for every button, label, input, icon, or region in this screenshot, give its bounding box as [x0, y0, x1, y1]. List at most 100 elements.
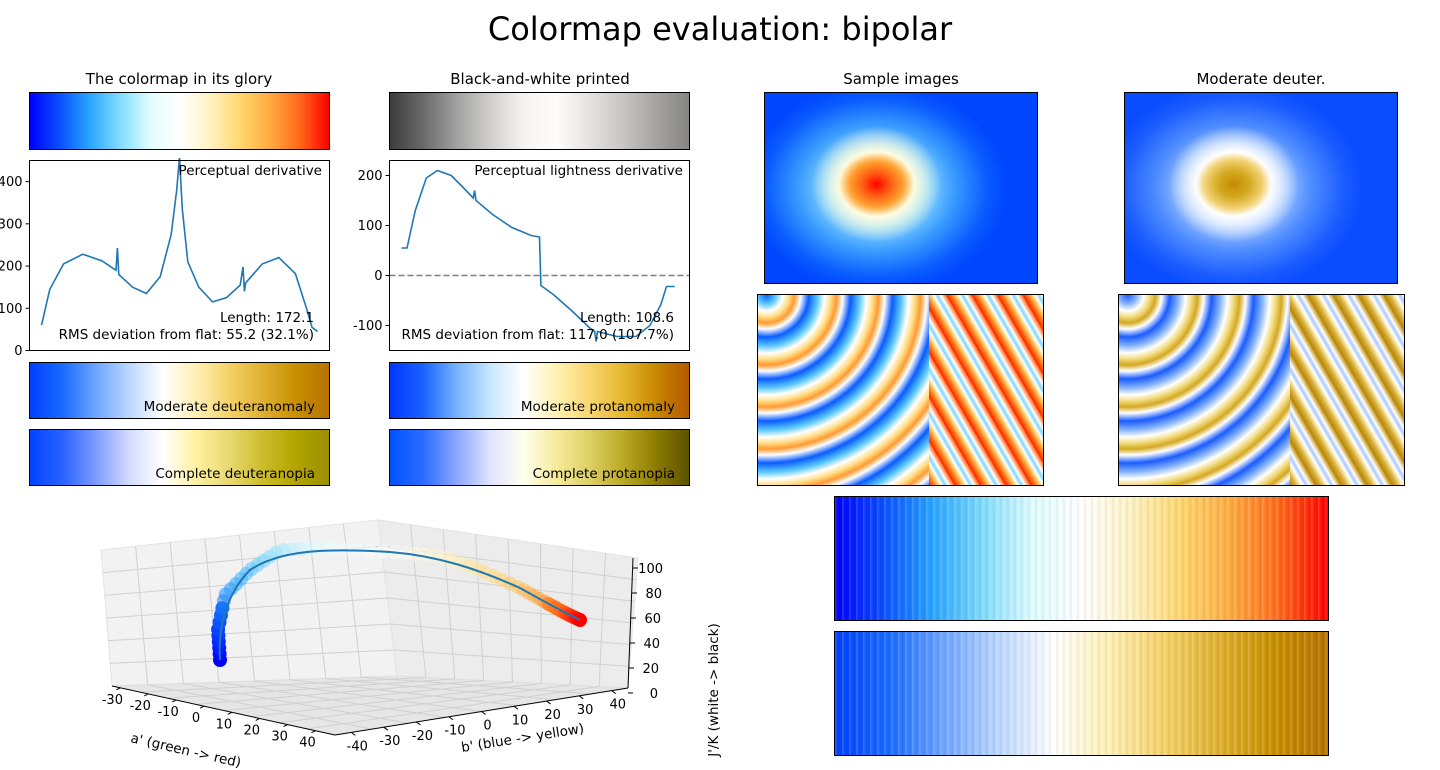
y-tick-label: -100 [353, 319, 383, 334]
moderate-protanomaly-bar: Moderate protanomaly [389, 362, 690, 419]
figure-title: Colormap evaluation: bipolar [487, 10, 953, 48]
z-axis-line [627, 557, 634, 689]
sample-image-waves [757, 294, 1044, 486]
z-tick-label: 100 [638, 562, 663, 577]
x-tick [116, 687, 121, 691]
y-tick-label: 30 [577, 703, 594, 718]
y-tick [513, 705, 519, 710]
samples-title: Sample images [843, 70, 959, 88]
grid-line [361, 676, 592, 695]
x-tick [311, 730, 316, 734]
length-label: Length: 172.1 [220, 310, 314, 326]
y-tick-label: 0 [374, 269, 382, 284]
y-tick-label: 0 [14, 344, 22, 358]
y-tick [578, 695, 584, 700]
grid-line [290, 679, 519, 707]
y-tick-label: -20 [412, 729, 433, 744]
bw-title: Black-and-white printed [450, 70, 630, 88]
x-tick-label: 40 [299, 736, 316, 751]
derivative-line [401, 169, 675, 342]
y-tick-label: 200 [0, 260, 23, 275]
x-tick-label: -30 [102, 693, 123, 708]
y-tick [416, 721, 421, 726]
x-tick [255, 718, 260, 721]
y-tick [611, 690, 617, 695]
sample-image-waves-deuter [1118, 294, 1405, 486]
z-tick-label: 80 [645, 587, 662, 602]
cvd-label: Moderate protanomaly [520, 399, 675, 415]
x-tick [227, 711, 233, 715]
y-tick [481, 711, 486, 715]
y-tick-label: 40 [609, 698, 626, 713]
sine-grating-colormap [834, 496, 1329, 621]
sample-image-terrain-deuter [1124, 92, 1398, 284]
y-tick [546, 700, 551, 705]
x-tick-label: -20 [130, 699, 151, 714]
x-tick-label: 20 [243, 723, 260, 738]
y-tick-label: -10 [444, 724, 465, 739]
y-tick-label: 20 [544, 708, 561, 723]
grid-line [279, 684, 571, 724]
cvd-label: Complete deuteranopia [155, 466, 315, 482]
colorspace-3d-plot: -30 -20 -10 0 10 20 30 40 -40 -30 -20 -10 0 10 20 30 40 0… [100, 519, 722, 768]
grid-line [390, 623, 632, 646]
cvd-label: Complete protanopia [532, 466, 675, 482]
z-tick-label: 60 [644, 612, 661, 627]
colormap-path-3d [218, 549, 581, 661]
z-tick-label: 20 [642, 662, 659, 677]
x-tick [144, 693, 149, 697]
sine-grating-deuter [834, 631, 1329, 756]
z-tick-label: 0 [650, 687, 658, 702]
moderate-deuteranomaly-bar: Moderate deuteranomaly [29, 362, 330, 419]
y-tick [448, 716, 454, 721]
cvd-label: Moderate deuteranomaly [143, 399, 315, 415]
colormap-point-3d [336, 542, 351, 557]
grid-line [307, 686, 600, 730]
rms-label: RMS deviation from flat: 55.2 (32.1%) [59, 327, 314, 343]
x-tick-label: 0 [192, 711, 200, 726]
derivative-annotation: Perceptual derivative [179, 163, 322, 179]
y-tick-label: 0 [483, 719, 491, 734]
x-axis-line [111, 685, 336, 736]
x-tick [283, 724, 288, 728]
sample-image-terrain [764, 92, 1038, 284]
plot-frame [389, 160, 690, 351]
grid-line [251, 683, 542, 718]
x-tick-label: -10 [157, 705, 178, 720]
grid-line [106, 597, 388, 619]
grid-line [110, 649, 394, 664]
x-axis-label: a' (green -> red) [129, 730, 242, 768]
y-tick-label: 300 [0, 217, 23, 232]
perceptual-derivative-chart: 0 100 200 300 400 Perceptual derivative Leng… [0, 158, 330, 358]
complete-protanopia-bar: Complete protanopia [389, 429, 690, 486]
y-tick-label: 100 [0, 302, 23, 317]
grid-line [387, 597, 634, 624]
grid-line [393, 649, 630, 667]
rms-label: RMS deviation from flat: 117.0 (107.7%) [402, 327, 675, 343]
plot-frame [29, 160, 330, 351]
y-tick [383, 726, 389, 731]
derivative-line [40, 158, 318, 333]
length-label: Length: 108.6 [580, 310, 674, 326]
x-tick [171, 699, 177, 703]
derivative-annotation: Perceptual lightness derivative [474, 163, 683, 179]
grid-line [108, 623, 391, 642]
complete-deuteranopia-bar: Complete deuteranopia [29, 429, 330, 486]
y-tick-label: 10 [512, 713, 529, 728]
colormap-bar [29, 92, 330, 150]
y-tick-label: 100 [358, 219, 383, 234]
lightness-derivative-chart: -100 0 100 200 Perceptual lightness derivat… [353, 160, 690, 351]
y-tick [350, 731, 356, 736]
glory-title: The colormap in its glory [85, 70, 273, 88]
y-tick-label: -30 [379, 734, 400, 749]
z-tick-label: 40 [643, 637, 660, 652]
x-tick-label: 10 [216, 717, 233, 732]
z-axis-label: J'/K (white -> black) [706, 623, 722, 757]
y-tick-label: -40 [347, 739, 368, 754]
y-tick-label: 400 [0, 175, 23, 190]
x-tick [199, 705, 205, 709]
bw-colormap-bar [389, 92, 690, 150]
x-tick-label: 30 [271, 730, 288, 745]
grid-line [325, 678, 555, 701]
y-tick-label: 200 [358, 169, 383, 184]
